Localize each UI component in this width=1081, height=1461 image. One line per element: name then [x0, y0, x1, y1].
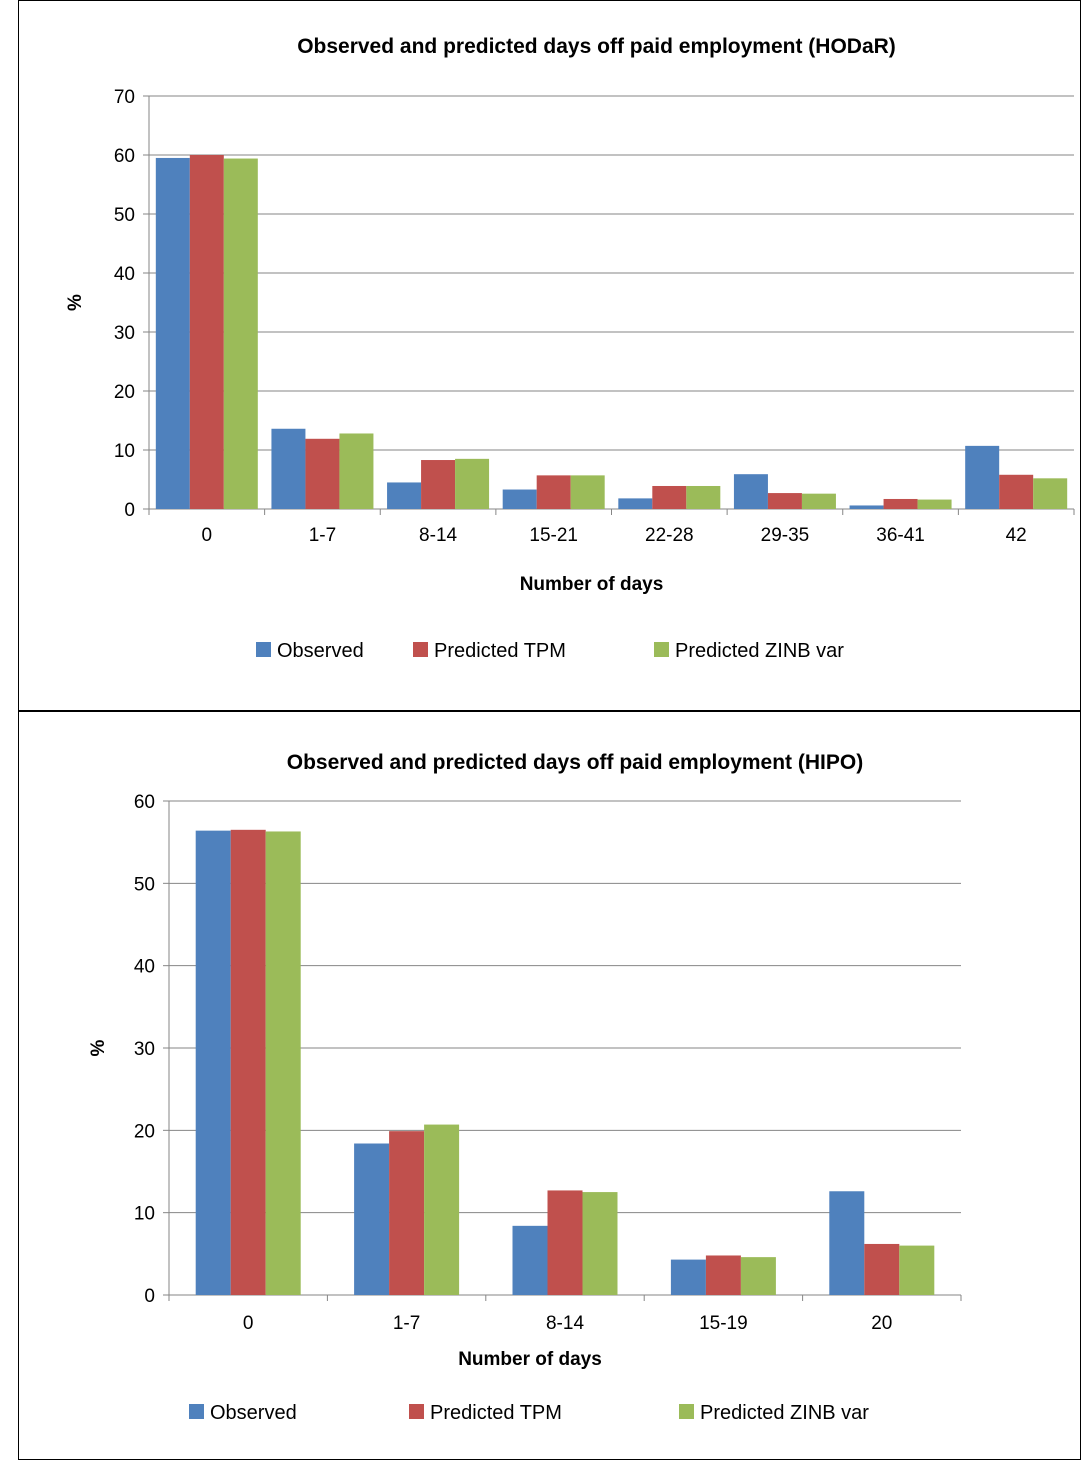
legend-swatch-predicted-zinb-var	[679, 1404, 694, 1419]
x-tick-label: 8-14	[419, 525, 457, 546]
bar-predicted-tpm-20	[864, 1243, 900, 1295]
bar-observed-0	[155, 157, 190, 509]
x-tick-label: 8-14	[546, 1313, 584, 1334]
bar-predicted-tpm-1-7	[305, 438, 340, 509]
bar-predicted-zinb-var-15-19	[740, 1257, 776, 1295]
bar-predicted-tpm-29-35	[767, 493, 802, 509]
legend-label: Predicted ZINB var	[700, 1402, 869, 1424]
x-tick-label: 0	[202, 525, 213, 546]
bar-predicted-zinb-var-0	[265, 831, 301, 1295]
bar-predicted-zinb-var-15-21	[570, 475, 605, 509]
bar-predicted-tpm-8-14	[421, 460, 456, 509]
bar-predicted-tpm-36-41	[883, 498, 918, 509]
x-tick-label: 1-7	[393, 1313, 420, 1334]
y-tick-label: 10	[134, 1204, 155, 1225]
bar-observed-0	[195, 830, 231, 1295]
y-axis-title: %	[88, 1039, 109, 1056]
bar-predicted-tpm-1-7	[389, 1131, 425, 1295]
x-tick-label: 22-28	[645, 525, 694, 546]
bar-predicted-tpm-15-21	[536, 475, 571, 509]
legend-swatch-predicted-zinb-var	[654, 642, 669, 657]
bar-predicted-tpm-8-14	[547, 1190, 583, 1295]
y-tick-label: 50	[114, 205, 135, 226]
x-tick-label: 15-21	[529, 525, 578, 546]
chart-panel-hipo: Observed and predicted days off paid emp…	[18, 711, 1081, 1460]
bar-observed-29-35	[733, 474, 768, 509]
bar-observed-1-7	[271, 428, 306, 509]
y-tick-label: 30	[134, 1039, 155, 1060]
x-tick-label: 20	[871, 1313, 892, 1334]
bar-predicted-zinb-var-42	[1033, 478, 1068, 509]
y-tick-label: 10	[114, 441, 135, 462]
bar-observed-42	[965, 445, 1000, 509]
chart-hipo: Observed and predicted days off paid emp…	[88, 751, 962, 1424]
legend-label: Observed	[210, 1402, 297, 1424]
x-tick-label: 42	[1006, 525, 1027, 546]
bar-predicted-zinb-var-8-14	[582, 1192, 618, 1295]
bar-observed-8-14	[387, 482, 422, 509]
legend-label: Observed	[277, 640, 364, 662]
bar-predicted-zinb-var-22-28	[686, 485, 721, 509]
y-tick-label: 30	[114, 323, 135, 344]
x-tick-label: 29-35	[761, 525, 810, 546]
y-tick-label: 60	[114, 146, 135, 167]
bar-predicted-tpm-0	[189, 155, 224, 509]
chart-title-hipo: Observed and predicted days off paid emp…	[287, 751, 863, 774]
y-axis-title: %	[65, 294, 86, 311]
x-tick-label: 1-7	[309, 525, 336, 546]
bar-observed-15-19	[670, 1259, 706, 1295]
x-axis-title: Number of days	[458, 1349, 602, 1370]
bar-predicted-tpm-15-19	[705, 1255, 741, 1295]
bar-observed-15-21	[502, 489, 537, 509]
y-tick-label: 50	[134, 874, 155, 895]
x-tick-label: 0	[243, 1313, 254, 1334]
bar-observed-36-41	[849, 505, 884, 509]
x-tick-label: 36-41	[876, 525, 925, 546]
legend-label: Predicted ZINB var	[675, 640, 844, 662]
y-tick-label: 70	[114, 87, 135, 108]
legend-label: Predicted TPM	[434, 640, 566, 662]
legend-swatch-observed	[189, 1404, 204, 1419]
bar-predicted-zinb-var-8-14	[455, 458, 490, 509]
y-tick-label: 40	[114, 264, 135, 285]
bar-observed-20	[829, 1191, 865, 1295]
chart-hodar: Observed and predicted days off paid emp…	[65, 35, 1075, 662]
bar-predicted-tpm-0	[230, 829, 266, 1295]
bar-predicted-tpm-22-28	[652, 485, 687, 509]
y-tick-label: 0	[144, 1286, 155, 1307]
legend-swatch-predicted-tpm	[413, 642, 428, 657]
bar-predicted-zinb-var-36-41	[917, 499, 952, 509]
y-tick-label: 0	[124, 500, 135, 521]
bar-observed-8-14	[512, 1225, 548, 1295]
legend-label: Predicted TPM	[430, 1402, 562, 1424]
bar-predicted-zinb-var-20	[899, 1245, 935, 1295]
x-tick-label: 15-19	[699, 1313, 748, 1334]
y-tick-label: 20	[134, 1121, 155, 1142]
legend-swatch-observed	[256, 642, 271, 657]
bar-observed-1-7	[354, 1143, 390, 1295]
legend-swatch-predicted-tpm	[409, 1404, 424, 1419]
x-axis-title: Number of days	[520, 574, 664, 595]
bar-predicted-zinb-var-29-35	[801, 493, 836, 509]
bar-observed-22-28	[618, 498, 653, 509]
chart-title-hodar: Observed and predicted days off paid emp…	[297, 35, 896, 58]
bar-predicted-zinb-var-0	[223, 158, 258, 510]
bar-predicted-zinb-var-1-7	[424, 1124, 460, 1295]
chart-panel-hodar: Observed and predicted days off paid emp…	[18, 0, 1081, 711]
bar-predicted-zinb-var-1-7	[339, 433, 374, 509]
y-tick-label: 60	[134, 792, 155, 813]
y-tick-label: 40	[134, 957, 155, 978]
bar-predicted-tpm-42	[999, 474, 1034, 509]
y-tick-label: 20	[114, 382, 135, 403]
